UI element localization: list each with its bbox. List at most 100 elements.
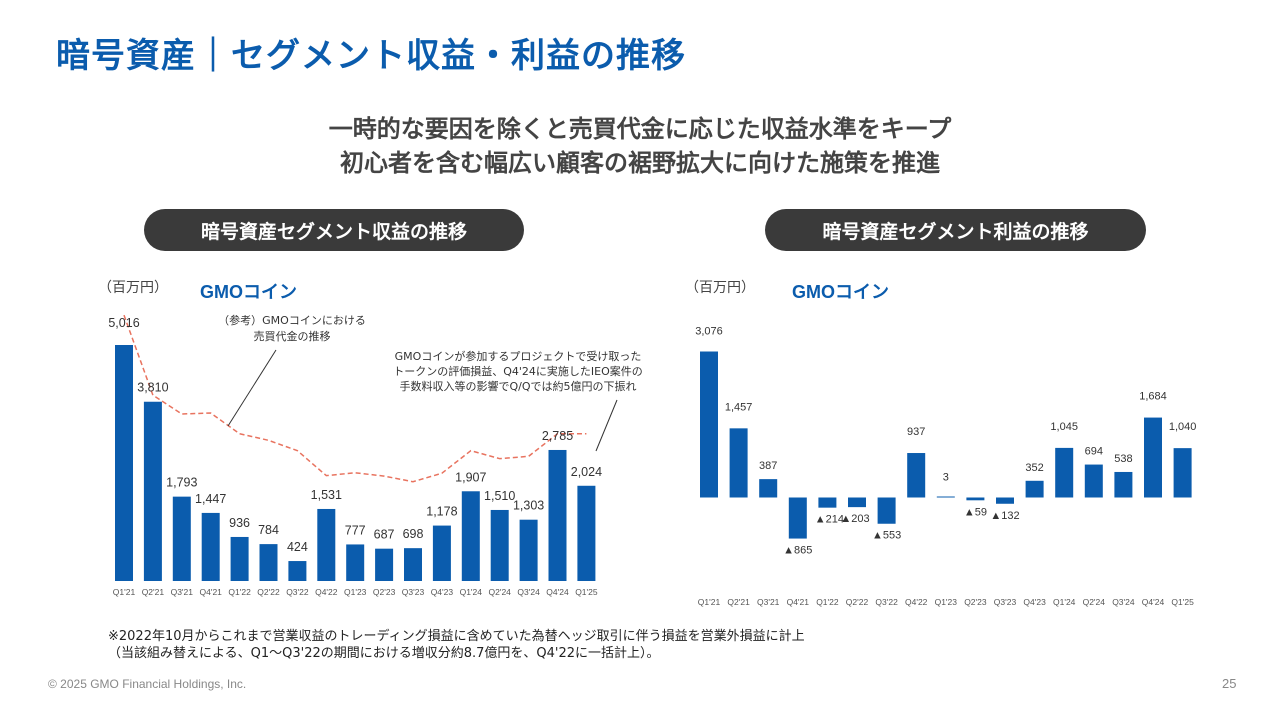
annotation-q125-line-2: トークンの評価損益、Q4'24に実施したIEO案件の bbox=[393, 364, 643, 378]
revenue-value-label: 3,810 bbox=[137, 381, 168, 395]
revenue-value-label: 2,024 bbox=[571, 465, 602, 479]
revenue-value-label: 1,178 bbox=[426, 505, 457, 519]
profit-category-label: Q2'23 bbox=[964, 597, 987, 607]
revenue-bar bbox=[461, 491, 480, 581]
revenue-bar bbox=[346, 544, 365, 581]
revenue-category-label: Q2'24 bbox=[488, 587, 511, 597]
profit-bar bbox=[966, 497, 985, 501]
profit-value-label: 3,076 bbox=[695, 326, 723, 338]
revenue-bar bbox=[317, 508, 336, 581]
revenue-category-label: Q1'22 bbox=[228, 587, 251, 597]
profit-value-label: 1,457 bbox=[725, 401, 753, 413]
profit-category-label: Q4'24 bbox=[1142, 597, 1165, 607]
profit-value-label: ▲553 bbox=[872, 530, 901, 542]
revenue-category-label: Q1'23 bbox=[344, 587, 367, 597]
profit-value-label: 694 bbox=[1085, 446, 1103, 458]
profit-category-label: Q2'21 bbox=[727, 597, 750, 607]
annotation-q125-leader bbox=[595, 399, 618, 452]
profit-value-label: 352 bbox=[1025, 462, 1043, 474]
revenue-value-label: 424 bbox=[287, 540, 308, 554]
profit-category-label: Q4'23 bbox=[1023, 597, 1046, 607]
profit-bar bbox=[907, 453, 926, 498]
profit-chart-title: 暗号資産セグメント利益の推移 bbox=[765, 209, 1146, 251]
revenue-chart-title: 暗号資産セグメント収益の推移 bbox=[144, 209, 524, 251]
revenue-value-label: 777 bbox=[345, 523, 366, 537]
revenue-value-label: 936 bbox=[229, 516, 250, 530]
logo-coin-text-2: コイン bbox=[835, 282, 889, 302]
annotation-q125-line-1: GMOコインが参加するプロジェクトで受け取った bbox=[395, 349, 642, 363]
profit-bar bbox=[1084, 464, 1103, 498]
annotation-q125-line-3: 手数料収入等の影響でQ/Qでは約5億円の下振れ bbox=[399, 379, 636, 393]
footnote-line-2: （当該組み替えによる、Q1～Q3'22の期間における増収分約8.7億円を、Q4'… bbox=[108, 646, 660, 661]
revenue-category-label: Q2'21 bbox=[142, 587, 165, 597]
copyright: © 2025 GMO Financial Holdings, Inc. bbox=[48, 677, 247, 691]
profit-bar bbox=[700, 351, 718, 498]
revenue-bar bbox=[432, 525, 451, 581]
profit-bar bbox=[877, 497, 896, 524]
revenue-bar bbox=[230, 536, 249, 581]
revenue-bar bbox=[519, 519, 538, 581]
revenue-value-label: 1,531 bbox=[311, 488, 342, 502]
profit-value-label: ▲203 bbox=[840, 513, 869, 525]
profit-bar bbox=[936, 496, 955, 498]
profit-value-label: ▲865 bbox=[783, 545, 812, 557]
profit-bar bbox=[996, 497, 1014, 504]
revenue-bar bbox=[288, 561, 307, 581]
profit-bar bbox=[788, 497, 807, 539]
profit-bar bbox=[729, 428, 748, 498]
profit-value-label: 1,684 bbox=[1139, 391, 1167, 403]
revenue-category-label: Q1'25 bbox=[575, 587, 598, 597]
revenue-bar bbox=[490, 509, 509, 581]
revenue-category-label: Q4'22 bbox=[315, 587, 338, 597]
footnote: ※2022年10月からこれまで営業収益のトレーディング損益に含めていた為替ヘッジ… bbox=[108, 628, 805, 662]
profit-value-label: 1,040 bbox=[1169, 421, 1197, 433]
revenue-bar bbox=[259, 544, 278, 581]
gmo-coin-logo-2: GMOコイン bbox=[792, 278, 889, 304]
profit-value-label: 387 bbox=[759, 460, 777, 472]
profit-category-label: Q3'22 bbox=[875, 597, 898, 607]
revenue-category-label: Q4'23 bbox=[431, 587, 454, 597]
revenue-bar bbox=[375, 548, 394, 581]
revenue-bar bbox=[201, 512, 220, 581]
footnote-line-1: ※2022年10月からこれまで営業収益のトレーディング損益に含めていた為替ヘッジ… bbox=[108, 629, 805, 644]
annotation-volume-line-1: （参考）GMOコインにおける bbox=[218, 313, 366, 327]
profit-category-label: Q1'22 bbox=[816, 597, 839, 607]
revenue-category-label: Q3'22 bbox=[286, 587, 309, 597]
page-title: 暗号資産｜セグメント収益・利益の推移 bbox=[56, 36, 686, 76]
profit-category-label: Q2'22 bbox=[846, 597, 869, 607]
revenue-unit-label: （百万円） bbox=[98, 280, 168, 296]
revenue-category-label: Q3'21 bbox=[171, 587, 194, 597]
headline-line-1: 一時的な要因を除くと売買代金に応じた収益水準をキープ bbox=[328, 115, 952, 143]
profit-bar bbox=[848, 497, 866, 508]
profit-unit-label: （百万円） bbox=[685, 280, 755, 296]
profit-value-label: 538 bbox=[1114, 453, 1132, 465]
profit-category-label: Q1'25 bbox=[1171, 597, 1194, 607]
profit-category-label: Q2'24 bbox=[1083, 597, 1106, 607]
revenue-category-label: Q3'23 bbox=[402, 587, 425, 597]
revenue-bar bbox=[172, 496, 191, 581]
profit-value-label: ▲214 bbox=[815, 514, 844, 526]
revenue-value-label: 698 bbox=[403, 527, 424, 541]
revenue-category-label: Q3'24 bbox=[517, 587, 540, 597]
profit-category-label: Q1'21 bbox=[698, 597, 721, 607]
profit-category-label: Q1'24 bbox=[1053, 597, 1076, 607]
profit-category-label: Q3'21 bbox=[757, 597, 780, 607]
profit-value-label: 937 bbox=[907, 426, 925, 438]
profit-bar bbox=[759, 479, 778, 498]
revenue-value-label: 1,447 bbox=[195, 492, 226, 506]
revenue-bar bbox=[577, 485, 596, 581]
logo-gmo-text: GMO bbox=[200, 282, 243, 302]
profit-category-label: Q4'22 bbox=[905, 597, 928, 607]
profit-bar bbox=[818, 497, 837, 508]
profit-bar-chart: 3,076 1,457 387 ▲865 ▲214▲203▲553 937 3 ▲59 ▲132… bbox=[695, 326, 1197, 608]
revenue-value-label: 1,793 bbox=[166, 476, 197, 490]
revenue-value-label: 687 bbox=[374, 528, 395, 542]
revenue-category-label: Q1'24 bbox=[460, 587, 483, 597]
revenue-value-label: 1,510 bbox=[484, 489, 515, 503]
profit-bar bbox=[1114, 471, 1133, 498]
revenue-value-label: 2,785 bbox=[542, 429, 573, 443]
profit-category-label: Q1'23 bbox=[935, 597, 958, 607]
logo-gmo-text-2: GMO bbox=[792, 282, 835, 302]
headline-line-2: 初心者を含む幅広い顧客の裾野拡大に向けた施策を推進 bbox=[340, 149, 940, 177]
